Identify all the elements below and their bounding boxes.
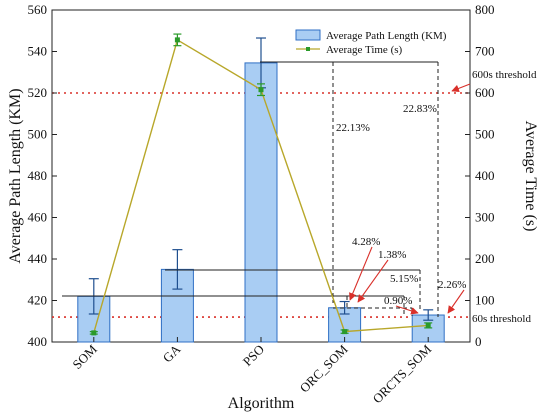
bar-pso (244, 62, 278, 343)
time-point-0 (91, 330, 97, 336)
time-point-3 (342, 329, 348, 335)
anno-pct-5: 5.15% (390, 273, 418, 285)
anno-pct-6: 0.90% (384, 295, 412, 307)
left-tick-label-8: 560 (28, 2, 48, 17)
y-axis-title-left: Average Path Length (KM) (7, 88, 24, 263)
comparison-brackets (62, 61, 439, 317)
legend-swatch-bar (295, 29, 321, 41)
right-tick-label-6: 600 (475, 85, 495, 100)
right-tick-label-3: 300 (475, 210, 495, 225)
right-tick-label-2: 200 (475, 251, 495, 266)
x-tick-label-4: ORCTS_SOM (370, 341, 435, 406)
x-tick-label-0: SOM (69, 341, 100, 372)
y-axis-title-right: Average Time (s) (522, 121, 539, 232)
left-tick-label-6: 520 (28, 85, 48, 100)
left-tick-label-5: 500 (28, 127, 48, 142)
left-tick-label-4: 480 (28, 168, 48, 183)
right-tick-label-1: 100 (475, 293, 495, 308)
anno-pct-1: 22.13% (336, 122, 370, 134)
x-tick-label-1: GA (160, 341, 184, 365)
legend-swatch-marker (306, 47, 310, 51)
legend-label-bar: Average Path Length (KM) (326, 30, 447, 42)
anno-pct-7: 2.26% (438, 279, 466, 291)
right-tick-label-7: 700 (475, 44, 495, 59)
left-tick-label-7: 540 (28, 44, 48, 59)
anno-pct-4: 1.38% (378, 249, 406, 261)
right-tick-label-5: 500 (475, 127, 495, 142)
right-tick-label-8: 800 (475, 2, 495, 17)
time-point-4 (425, 322, 431, 328)
legend-label-line: Average Time (s) (326, 44, 403, 56)
threshold-label-60: 60s threshold (472, 313, 531, 325)
anno-pct-2: 22.83% (403, 103, 437, 115)
annotation-arrows (349, 83, 471, 315)
left-tick-label-3: 460 (28, 210, 48, 225)
right-tick-label-0: 0 (475, 334, 482, 349)
threshold-label-600: 600s threshold (472, 69, 537, 81)
time-point-1 (174, 37, 180, 43)
left-tick-label-2: 440 (28, 251, 48, 266)
x-axis-title: Algorithm (228, 395, 295, 412)
right-tick-label-4: 400 (475, 168, 495, 183)
x-tick-label-3: ORC_SOM (297, 341, 351, 395)
time-point-2 (258, 87, 264, 93)
legend: Average Path Length (KM) Average Time (s… (295, 29, 447, 56)
left-tick-label-1: 420 (28, 293, 48, 308)
x-tick-label-2: PSO (240, 342, 267, 369)
anno-pct-3: 4.28% (352, 236, 380, 248)
left-tick-label-0: 400 (28, 334, 48, 349)
